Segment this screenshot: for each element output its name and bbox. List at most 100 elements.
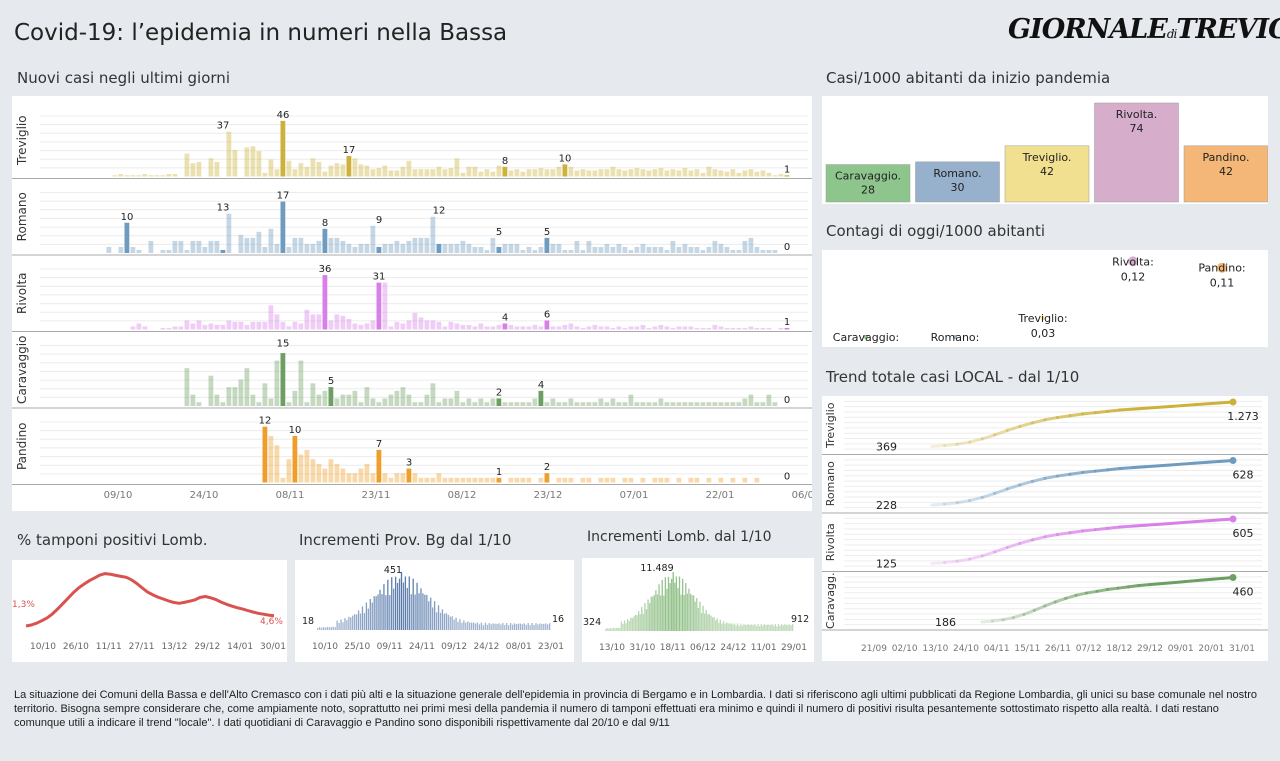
bar-caravaggio xyxy=(598,398,604,406)
bar-rivolta xyxy=(676,326,682,330)
bar-pandino xyxy=(562,477,568,483)
bar-treviglio xyxy=(514,169,520,177)
bar-treviglio xyxy=(748,169,754,177)
trend-line-romano xyxy=(930,502,947,507)
bar-rivolta xyxy=(682,326,688,330)
bar xyxy=(628,620,630,631)
bar xyxy=(785,624,788,631)
bar-pandino xyxy=(694,477,700,483)
bar-rivolta xyxy=(454,323,460,330)
bar-treviglio xyxy=(688,170,694,177)
x-tick-label: 24/10 xyxy=(190,490,219,501)
bar xyxy=(685,582,687,631)
dot-treviglio xyxy=(1041,316,1045,321)
bar-rivolta xyxy=(556,326,562,330)
bar-rivolta xyxy=(718,326,724,330)
trend-line-rivolta xyxy=(1093,526,1110,532)
bar-rivolta xyxy=(238,321,244,330)
bar xyxy=(743,623,745,631)
bar-pandino xyxy=(328,459,334,483)
bar-caravaggio xyxy=(532,398,538,406)
trend-line-rivolta xyxy=(943,559,959,565)
x-tick-label: 30/01 xyxy=(260,642,286,652)
trend-line-rivolta xyxy=(1055,531,1072,537)
bar-romano xyxy=(346,243,352,253)
bar-treviglio xyxy=(358,164,364,177)
bar-caravaggio xyxy=(658,398,664,406)
bar xyxy=(619,628,621,631)
bar xyxy=(782,625,784,631)
bar-romano xyxy=(196,240,202,253)
trend-line-caravaggio xyxy=(1095,588,1109,593)
x-tick-label: 10/10 xyxy=(312,642,338,652)
bar-caravaggio xyxy=(610,398,616,406)
trend-line-treviglio xyxy=(1156,404,1172,409)
trend-line-treviglio xyxy=(1143,405,1160,410)
bar-pandino xyxy=(484,477,490,483)
bar-pandino xyxy=(400,473,406,483)
bar xyxy=(340,619,342,630)
trend-line-romano xyxy=(1168,462,1185,467)
bar xyxy=(700,613,703,631)
bar xyxy=(541,623,543,630)
bar xyxy=(439,612,442,630)
bar-treviglio xyxy=(586,170,592,177)
bar-pandino xyxy=(640,477,646,483)
trend-line-caravaggio xyxy=(1043,600,1057,608)
bar-treviglio xyxy=(676,170,682,177)
trend-line-treviglio xyxy=(1181,403,1197,408)
bar xyxy=(724,623,726,631)
bar-romano xyxy=(262,246,268,253)
bar-caravaggio xyxy=(448,398,454,406)
x-tick-label: 09/12 xyxy=(441,642,467,652)
bar-rivolta xyxy=(736,327,742,330)
x-tick-label: 10/10 xyxy=(30,642,56,652)
bar-romano xyxy=(394,240,400,253)
bar-pandino xyxy=(388,477,394,483)
trend-line-treviglio xyxy=(1093,409,1110,415)
bar xyxy=(320,627,323,630)
bar xyxy=(400,572,403,630)
bar-treviglio xyxy=(274,169,280,177)
bar-romano xyxy=(574,240,580,253)
value-label: 28 xyxy=(861,184,875,197)
bar xyxy=(666,588,668,631)
bar-romano xyxy=(520,249,526,253)
bar-romano xyxy=(538,246,544,253)
bar-rivolta xyxy=(358,324,364,330)
bar-pandino xyxy=(742,477,748,483)
bar-caravaggio xyxy=(226,387,232,406)
bar-rivolta xyxy=(376,282,382,330)
bar-caravaggio xyxy=(544,402,550,406)
bar xyxy=(537,624,539,630)
bar-caravaggio xyxy=(664,402,670,406)
x-tick-label: 13/10 xyxy=(599,643,625,653)
bar-rivolta xyxy=(742,327,748,330)
x-tick-label: 02/10 xyxy=(892,644,918,654)
bar-treviglio xyxy=(568,166,574,177)
bar xyxy=(722,621,725,631)
bar-treviglio xyxy=(328,165,334,177)
bar-rivolta xyxy=(460,324,466,330)
bar-romano xyxy=(664,249,670,253)
bar xyxy=(740,623,742,631)
bar-rivolta xyxy=(274,314,280,330)
bar-romano xyxy=(472,246,478,253)
bar xyxy=(350,617,352,630)
bar xyxy=(711,617,714,631)
bar-pandino xyxy=(352,473,358,483)
trend-line-treviglio xyxy=(1193,402,1210,407)
bar-romano xyxy=(508,243,514,253)
bar-romano xyxy=(742,240,748,253)
bar-caravaggio xyxy=(250,394,256,406)
bar-caravaggio xyxy=(316,394,322,406)
bar-caravaggio xyxy=(424,394,430,406)
bar-caravaggio xyxy=(825,164,911,203)
bar xyxy=(357,610,360,630)
cases-per-1000-panel: Caravaggio. 28 Romano. 30 Treviglio. 42 Rivolt… xyxy=(822,96,1269,204)
bar-romano xyxy=(442,243,448,253)
bar-caravaggio xyxy=(400,387,406,406)
trend-line-treviglio xyxy=(1043,416,1059,422)
x-tick-label: 24/12 xyxy=(720,643,746,653)
bar xyxy=(322,627,325,630)
